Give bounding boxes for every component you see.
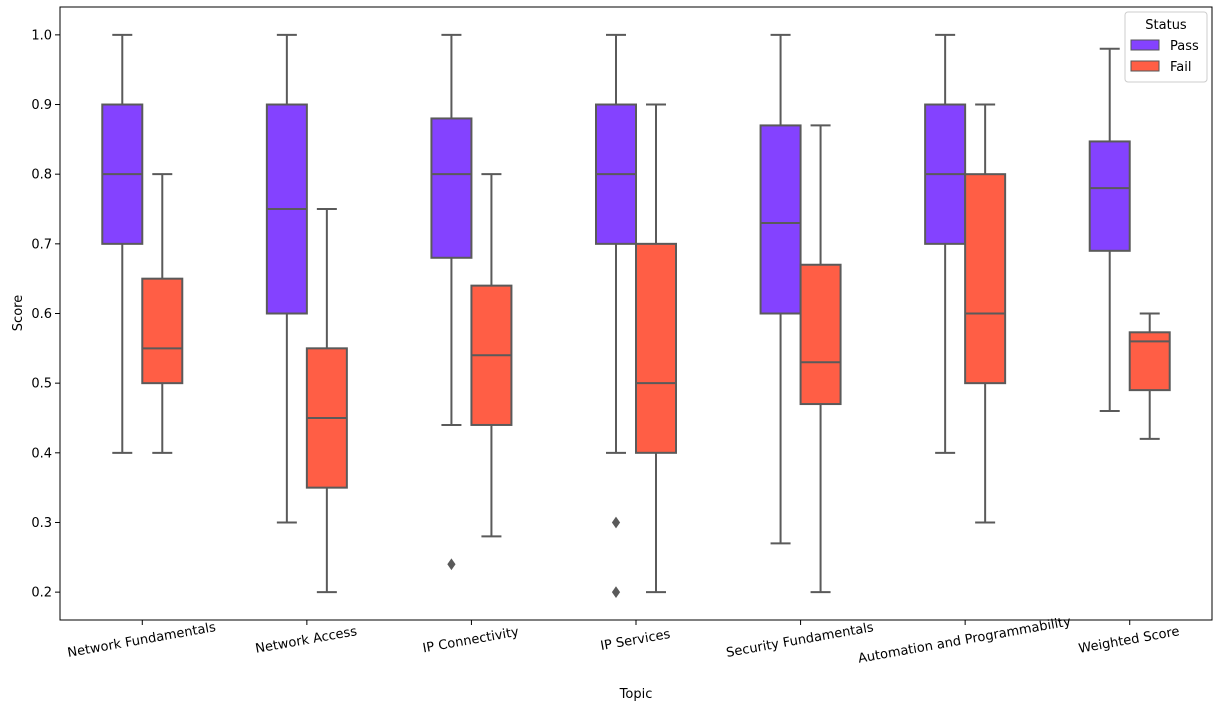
- box-iqr: [964, 173, 1007, 385]
- x-axis: Network Fundamentals Network Access IP Con…: [66, 614, 1180, 666]
- x-tick-label: Network Fundamentals: [66, 620, 217, 661]
- x-tick-label: Weighted Score: [1078, 624, 1181, 657]
- box-iqr: [430, 117, 473, 259]
- box-series: [101, 33, 1171, 599]
- box-fail: [799, 124, 842, 594]
- legend-label-fail: Fail: [1170, 60, 1191, 75]
- outlier-point: [611, 586, 621, 599]
- y-tick-label: 0.8: [31, 168, 52, 183]
- box-pass: [101, 33, 144, 454]
- box-fail: [964, 103, 1007, 524]
- box-pass: [759, 33, 802, 545]
- box-pass: [1088, 47, 1131, 413]
- y-tick-label: 0.3: [31, 516, 52, 531]
- box-iqr: [141, 277, 184, 385]
- x-axis-label: Topic: [619, 687, 653, 702]
- y-tick-label: 0.6: [31, 307, 52, 322]
- outlier-point: [447, 558, 456, 571]
- box-fail: [1128, 312, 1171, 440]
- box-fail: [141, 173, 184, 454]
- y-tick-label: 0.7: [31, 237, 52, 252]
- box-iqr: [799, 263, 842, 406]
- x-tick-label: Security Fundamentals: [725, 620, 875, 661]
- y-axis-label: Score: [11, 295, 26, 331]
- box-pass: [430, 33, 473, 571]
- y-tick-label: 0.2: [31, 586, 52, 601]
- y-tick-label: 0.9: [31, 98, 52, 113]
- box-iqr: [1088, 140, 1131, 252]
- legend-swatch-fail: [1130, 60, 1160, 72]
- x-tick-label: Network Access: [254, 624, 358, 657]
- legend-swatch-pass: [1130, 39, 1160, 51]
- legend: Status Pass Fail: [1124, 11, 1208, 83]
- box-iqr: [635, 242, 677, 454]
- box-pass: [595, 33, 637, 599]
- x-tick-label: IP Services: [599, 627, 671, 654]
- box-fail: [305, 208, 348, 594]
- y-tick-label: 0.4: [31, 446, 52, 461]
- box-iqr: [759, 124, 802, 315]
- y-tick-label: 0.5: [31, 377, 52, 392]
- box-fail: [635, 103, 677, 594]
- x-tick-label: IP Connectivity: [422, 625, 521, 657]
- box-fail: [470, 173, 513, 538]
- y-tick-label: 1.0: [31, 28, 52, 43]
- box-pass: [265, 33, 308, 524]
- legend-title: Status: [1145, 18, 1187, 33]
- legend-label-pass: Pass: [1170, 39, 1199, 54]
- outlier-point: [611, 516, 621, 529]
- y-axis: 0.2 0.3 0.4 0.5 0.6 0.7 0.8 0.9 1.0: [31, 28, 60, 601]
